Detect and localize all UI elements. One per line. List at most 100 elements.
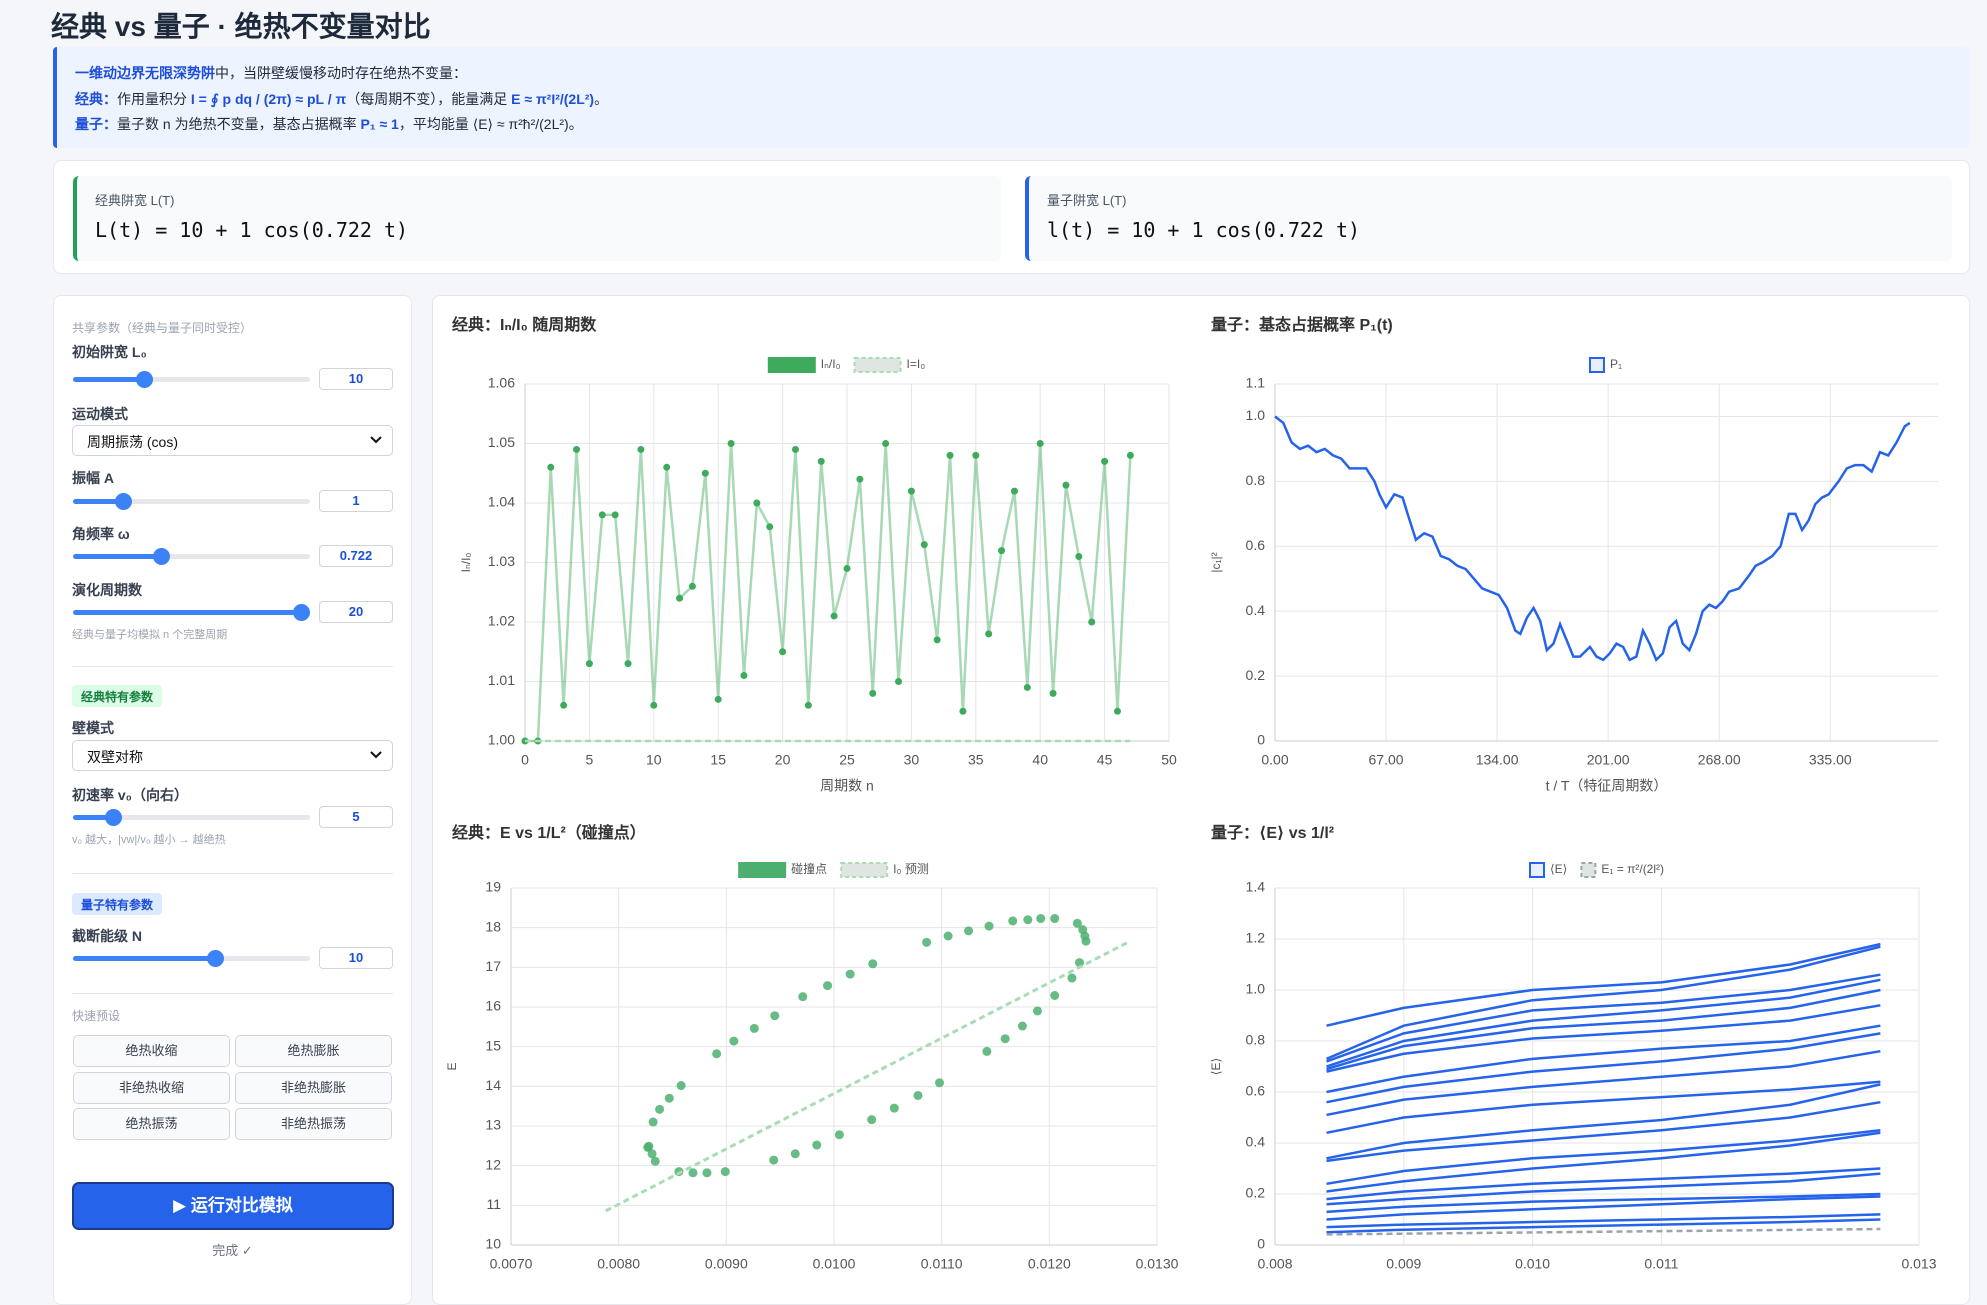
y-tick-label: 1.02: [488, 613, 515, 629]
legend-swatch: [767, 357, 816, 373]
series-line: [1326, 1213, 1881, 1229]
y-tick-label: 10: [485, 1236, 501, 1252]
field-label: 初速率 v₀（向右）: [72, 787, 188, 803]
data-point: [769, 1155, 779, 1165]
y-axis-label: |c₁|²: [1209, 552, 1223, 572]
x-tick-label: 67.00: [1369, 752, 1404, 768]
data-point: [984, 921, 994, 931]
data-point: [1032, 1006, 1042, 1016]
info-text: P₁ ≈ 1: [360, 116, 399, 132]
y-tick-label: 1.05: [488, 434, 515, 450]
series-line: [1274, 415, 1911, 663]
x-tick-label: 0.00: [1261, 752, 1288, 768]
slider-row[interactable]: 0.722: [73, 545, 428, 567]
preset-button[interactable]: 非绝热振荡: [235, 1108, 392, 1140]
data-point: [1113, 707, 1121, 715]
preset-button[interactable]: 绝热振荡: [73, 1108, 230, 1140]
info-text: （每周期不变），能量满足: [346, 91, 512, 107]
y-tick-label: 1.04: [488, 494, 515, 510]
slider-row[interactable]: 1: [73, 490, 428, 512]
preset-button[interactable]: 非绝热收缩: [73, 1072, 230, 1104]
data-point: [882, 440, 890, 447]
x-tick-label: 50: [1161, 752, 1177, 768]
value-input[interactable]: 5: [319, 806, 393, 828]
data-point: [1062, 481, 1070, 489]
select[interactable]: 双壁对称: [72, 740, 393, 771]
x-tick-label: 0.0100: [813, 1256, 856, 1272]
y-tick-label: 0.4: [1246, 602, 1266, 618]
section-heading: 共享参数（经典与量子同时受控）: [72, 321, 253, 335]
value-input[interactable]: 1: [319, 490, 393, 512]
legend-label: E₁ = π²/(2l²): [1601, 862, 1664, 876]
series-line: [1326, 1129, 1881, 1186]
data-point: [869, 689, 877, 697]
data-point: [895, 678, 903, 685]
legend: Iₙ/I₀ I=I₀: [767, 357, 926, 373]
series-line: [1326, 1227, 1881, 1236]
y-tick-label: 18: [485, 918, 501, 934]
series-line: [1326, 945, 1881, 1060]
data-point: [1050, 990, 1060, 1000]
note: v₀ 越大，|vw|/v₀ 越小 → 越绝热: [72, 834, 226, 846]
info-box: 一维动边界无限深势阱中，当阱壁缓慢移动时存在绝热不变量： 经典：作用量积分 I …: [53, 47, 1970, 148]
y-tick-label: 0.4: [1246, 1134, 1266, 1150]
note: 经典与量子均模拟 n 个完整周期: [72, 629, 228, 641]
x-tick-label: 0.0070: [490, 1256, 533, 1272]
preset-button[interactable]: 非绝热膨胀: [235, 1072, 392, 1104]
data-point: [1023, 683, 1031, 691]
data-point: [770, 1011, 780, 1021]
value-input[interactable]: 0.722: [319, 545, 393, 567]
legend-swatch: [853, 357, 902, 373]
series-line: [1326, 1032, 1881, 1104]
data-point: [1067, 973, 1077, 983]
page-title: 经典 vs 量子 · 绝热不变量对比: [51, 11, 431, 42]
y-tick-label: 0.2: [1246, 1185, 1266, 1201]
formula-card: 经典阱宽 L(T) L(t) = 10 + 1 cos(0.722 t) 量子阱宽…: [53, 160, 1970, 274]
data-point: [920, 541, 928, 549]
data-point: [946, 451, 954, 459]
data-point: [823, 981, 833, 991]
x-tick-label: 30: [904, 752, 920, 768]
data-point: [740, 672, 748, 680]
slider-row[interactable]: 20: [73, 601, 428, 623]
value-input[interactable]: 10: [319, 368, 393, 390]
data-point: [1075, 553, 1083, 561]
data-point: [913, 1090, 923, 1100]
field-label: 截断能级 N: [72, 928, 142, 944]
value-input[interactable]: 20: [319, 601, 393, 623]
data-point: [834, 1130, 844, 1140]
series-line: [1326, 1167, 1881, 1201]
badge: 经典特有参数: [72, 685, 163, 707]
value-input[interactable]: 10: [319, 947, 393, 969]
slider-row[interactable]: 5: [73, 806, 428, 828]
y-tick-label: 0: [1257, 1236, 1265, 1252]
x-tick-label: 35: [968, 752, 984, 768]
x-tick-label: 0.009: [1386, 1256, 1421, 1272]
legend-label: I=I₀: [907, 357, 926, 371]
y-tick-label: 1.01: [488, 672, 515, 688]
x-tick-label: 40: [1032, 752, 1048, 768]
data-point: [766, 523, 774, 531]
data-point: [812, 1140, 822, 1150]
data-point: [798, 992, 808, 1002]
run-button[interactable]: ▶ 运行对比模拟: [72, 1182, 394, 1230]
slider-row[interactable]: 10: [73, 947, 428, 969]
data-point: [648, 1117, 658, 1127]
formula-label: 量子阱宽 L(T): [1047, 193, 1127, 208]
preset-button[interactable]: 绝热收缩: [73, 1035, 230, 1067]
slider-row[interactable]: 10: [73, 368, 428, 390]
x-tick-label: 10: [646, 752, 662, 768]
info-text: I = ∮ p dq / (2π) ≈ pL / π: [190, 91, 347, 107]
y-tick-label: 17: [485, 958, 501, 974]
data-point: [985, 630, 993, 638]
data-point: [982, 1046, 992, 1056]
preset-button[interactable]: 绝热膨胀: [235, 1035, 392, 1067]
select[interactable]: 周期振荡 (cos): [72, 425, 393, 456]
info-text: 量子数 n 为绝热不变量，基态占据概率: [117, 116, 361, 132]
data-point: [688, 1168, 698, 1178]
data-point: [1081, 936, 1091, 946]
data-point: [845, 969, 855, 979]
legend-label: P₁: [1610, 357, 1622, 371]
y-axis-label: Iₙ/I₀: [459, 553, 473, 573]
x-tick-label: 20: [775, 752, 791, 768]
